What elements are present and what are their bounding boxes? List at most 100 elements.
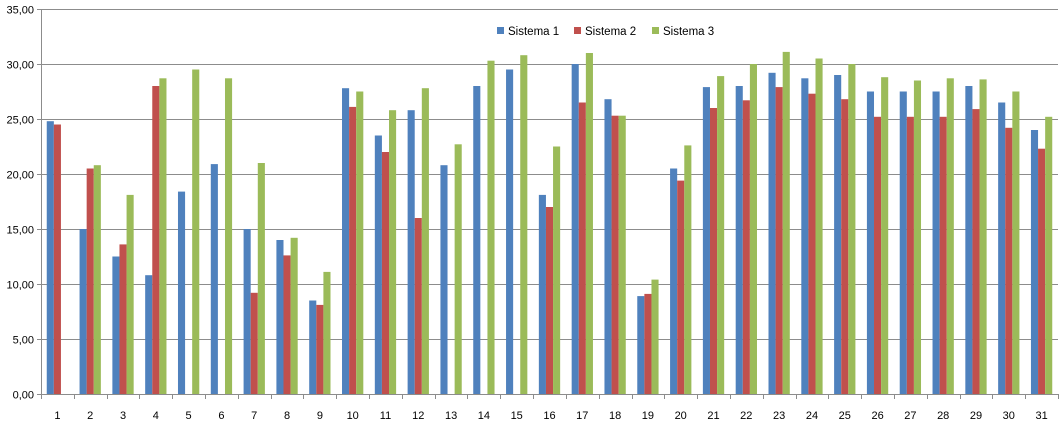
x-tick-label: 5 <box>186 410 192 422</box>
x-tick-label: 17 <box>576 410 588 422</box>
x-tick-label: 23 <box>773 410 785 422</box>
x-tick-label: 29 <box>970 410 982 422</box>
x-tick-label: 13 <box>445 410 457 422</box>
bar-sistema-2-day-11 <box>381 152 390 394</box>
legend-label: Sistema 2 <box>585 26 636 38</box>
bar-sistema-3-day-26 <box>881 77 889 394</box>
x-tick-label: 21 <box>707 410 719 422</box>
bar-sistema-1-day-29 <box>965 86 973 394</box>
bar-sistema-1-day-12 <box>407 110 415 394</box>
x-tick-label: 22 <box>740 410 752 422</box>
bar-sistema-3-day-27 <box>913 80 922 394</box>
bars <box>46 51 1053 395</box>
bar-sistema-1-day-13 <box>440 165 448 394</box>
bar-sistema-1-day-10 <box>342 88 350 394</box>
x-tick-label: 4 <box>153 410 159 422</box>
bar-sistema-1-day-6 <box>210 164 218 394</box>
bar-sistema-2-day-1 <box>53 124 61 394</box>
x-tick-label: 16 <box>543 410 555 422</box>
axes <box>37 9 1059 399</box>
bar-sistema-2-day-23 <box>775 87 783 394</box>
bar-sistema-1-day-28 <box>932 91 940 394</box>
x-tick-label: 11 <box>380 410 391 422</box>
x-tick-label: 19 <box>642 410 654 422</box>
bar-sistema-1-day-16 <box>538 194 546 394</box>
y-tick-label: 25,00 <box>6 115 34 127</box>
bar-sistema-3-day-18 <box>618 115 626 394</box>
bar-sistema-2-day-22 <box>742 100 750 395</box>
x-tick-label: 25 <box>839 410 851 422</box>
bar-sistema-2-day-7 <box>250 292 258 394</box>
x-tick-label: 2 <box>87 410 93 422</box>
bar-sistema-1-day-18 <box>604 99 612 394</box>
bar-sistema-2-day-4 <box>152 86 160 394</box>
bar-sistema-2-day-21 <box>709 108 718 394</box>
bar-sistema-1-day-1 <box>46 121 54 394</box>
x-tick-label: 18 <box>609 410 621 422</box>
bar-sistema-2-day-25 <box>841 99 849 394</box>
y-tick-label: 10,00 <box>6 280 34 292</box>
bar-sistema-2-day-27 <box>906 116 914 395</box>
x-tick-label: 9 <box>317 410 323 422</box>
bar-sistema-2-day-3 <box>119 244 127 394</box>
bar-sistema-3-day-3 <box>126 194 134 394</box>
bar-sistema-1-day-2 <box>79 229 87 394</box>
bar-sistema-2-day-16 <box>545 207 554 394</box>
bar-sistema-2-day-10 <box>349 106 357 395</box>
bar-sistema-2-day-19 <box>644 293 652 394</box>
bar-sistema-1-day-20 <box>670 168 678 394</box>
bar-sistema-3-day-4 <box>159 78 167 395</box>
bar-sistema-3-day-31 <box>1045 116 1053 395</box>
bar-sistema-1-day-14 <box>473 86 481 394</box>
x-tick-label: 3 <box>120 410 126 422</box>
x-tick-label: 20 <box>675 410 687 422</box>
bar-sistema-3-day-5 <box>192 69 200 394</box>
bar-sistema-1-day-9 <box>309 300 317 394</box>
x-tick-label: 1 <box>54 410 60 422</box>
bar-sistema-2-day-12 <box>414 218 422 394</box>
x-tick-labels: 1 2 3 4 5 6 7 8 9 10 11 12 13 14 15 16 17 18 19 20 21 22 23 24 2… <box>54 410 1047 422</box>
x-tick-label: 26 <box>871 410 883 422</box>
bar-sistema-3-day-13 <box>454 144 462 394</box>
bar-sistema-2-day-31 <box>1038 148 1046 394</box>
y-tick-label: 20,00 <box>6 170 34 182</box>
legend-label: Sistema 3 <box>663 26 714 38</box>
bar-sistema-1-day-23 <box>768 72 776 395</box>
bar-sistema-2-day-8 <box>283 255 291 394</box>
bar-sistema-1-day-24 <box>801 78 809 395</box>
y-tick-label: 35,00 <box>6 5 34 17</box>
bar-sistema-3-day-9 <box>323 271 331 394</box>
bar-sistema-3-day-11 <box>389 110 397 394</box>
bar-sistema-3-day-14 <box>487 60 495 394</box>
y-tick-label: 30,00 <box>6 60 34 72</box>
bar-sistema-2-day-28 <box>939 116 947 395</box>
bar-sistema-1-day-8 <box>276 240 284 394</box>
bar-sistema-1-day-25 <box>834 75 842 394</box>
legend-swatch-sistema-2 <box>574 27 581 34</box>
x-tick-label: 30 <box>1003 410 1015 422</box>
y-tick-label: 5,00 <box>13 335 34 347</box>
bar-sistema-1-day-15 <box>506 69 514 394</box>
bar-sistema-3-day-8 <box>290 237 298 394</box>
bar-sistema-3-day-22 <box>749 64 757 394</box>
x-tick-label: 12 <box>412 410 424 422</box>
x-tick-label: 15 <box>511 410 523 422</box>
legend-swatch-sistema-3 <box>652 27 659 34</box>
bar-sistema-3-day-21 <box>717 76 725 394</box>
bar-sistema-3-day-23 <box>782 51 790 395</box>
legend-label: Sistema 1 <box>508 26 559 38</box>
bar-sistema-2-day-29 <box>972 109 980 394</box>
bar-sistema-2-day-17 <box>578 102 586 394</box>
bar-sistema-2-day-18 <box>611 115 619 394</box>
legend: Sistema 1 Sistema 2 Sistema 3 <box>497 26 714 38</box>
bar-sistema-3-day-19 <box>651 279 659 394</box>
bar-sistema-1-day-4 <box>145 275 153 394</box>
bar-sistema-1-day-30 <box>998 102 1006 394</box>
bar-sistema-3-day-24 <box>815 58 823 394</box>
bar-sistema-1-day-26 <box>866 91 875 394</box>
bar-sistema-1-day-19 <box>637 296 645 394</box>
bar-sistema-1-day-7 <box>243 229 251 394</box>
bar-sistema-1-day-3 <box>112 256 120 394</box>
